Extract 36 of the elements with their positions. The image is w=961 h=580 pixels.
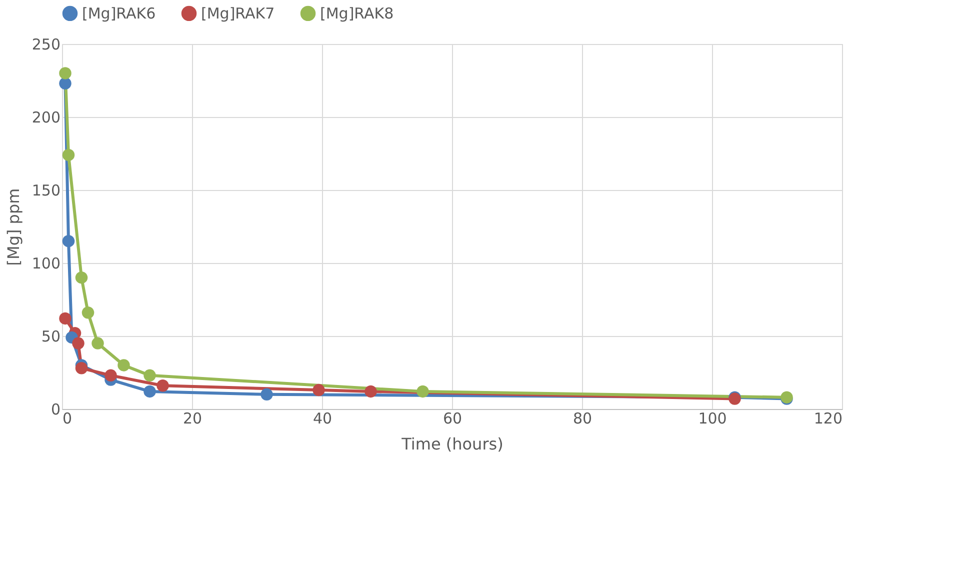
point bbox=[82, 306, 94, 319]
point bbox=[144, 385, 156, 398]
point bbox=[144, 369, 156, 382]
x-tick-label: 100 bbox=[698, 410, 727, 428]
legend-label: [Mg]RAK8 bbox=[320, 4, 394, 22]
point bbox=[59, 67, 72, 80]
x-tick-label: 80 bbox=[572, 410, 592, 428]
point bbox=[156, 380, 169, 392]
x-tick-label: 20 bbox=[182, 410, 202, 428]
x-tick-label: 120 bbox=[814, 410, 842, 428]
point bbox=[364, 385, 377, 398]
y-tick-label: 150 bbox=[32, 182, 60, 200]
y-tick-label: 200 bbox=[32, 108, 60, 126]
x-tick-label: 40 bbox=[312, 410, 332, 428]
x-tick-label: 60 bbox=[442, 410, 462, 428]
y-tick-label: 100 bbox=[32, 254, 60, 272]
point bbox=[92, 337, 104, 350]
point bbox=[416, 385, 429, 398]
legend-label: [Mg]RAK7 bbox=[201, 4, 275, 22]
y-axis-title: [Mg] ppm bbox=[4, 188, 23, 266]
point bbox=[312, 384, 325, 396]
x-tick-label: 0 bbox=[62, 410, 72, 428]
point bbox=[75, 362, 88, 374]
x-axis-title: Time (hours) bbox=[400, 434, 504, 454]
point bbox=[59, 312, 72, 325]
point bbox=[104, 369, 117, 382]
point bbox=[75, 271, 88, 284]
y-tick-label: 250 bbox=[32, 36, 60, 54]
point bbox=[59, 77, 72, 90]
point bbox=[72, 337, 84, 350]
point bbox=[62, 234, 75, 248]
legend-label: [Mg]RAK6 bbox=[82, 4, 156, 22]
point bbox=[62, 148, 75, 162]
y-tick-label: 50 bbox=[41, 328, 60, 346]
point bbox=[118, 359, 130, 372]
point bbox=[260, 388, 273, 401]
